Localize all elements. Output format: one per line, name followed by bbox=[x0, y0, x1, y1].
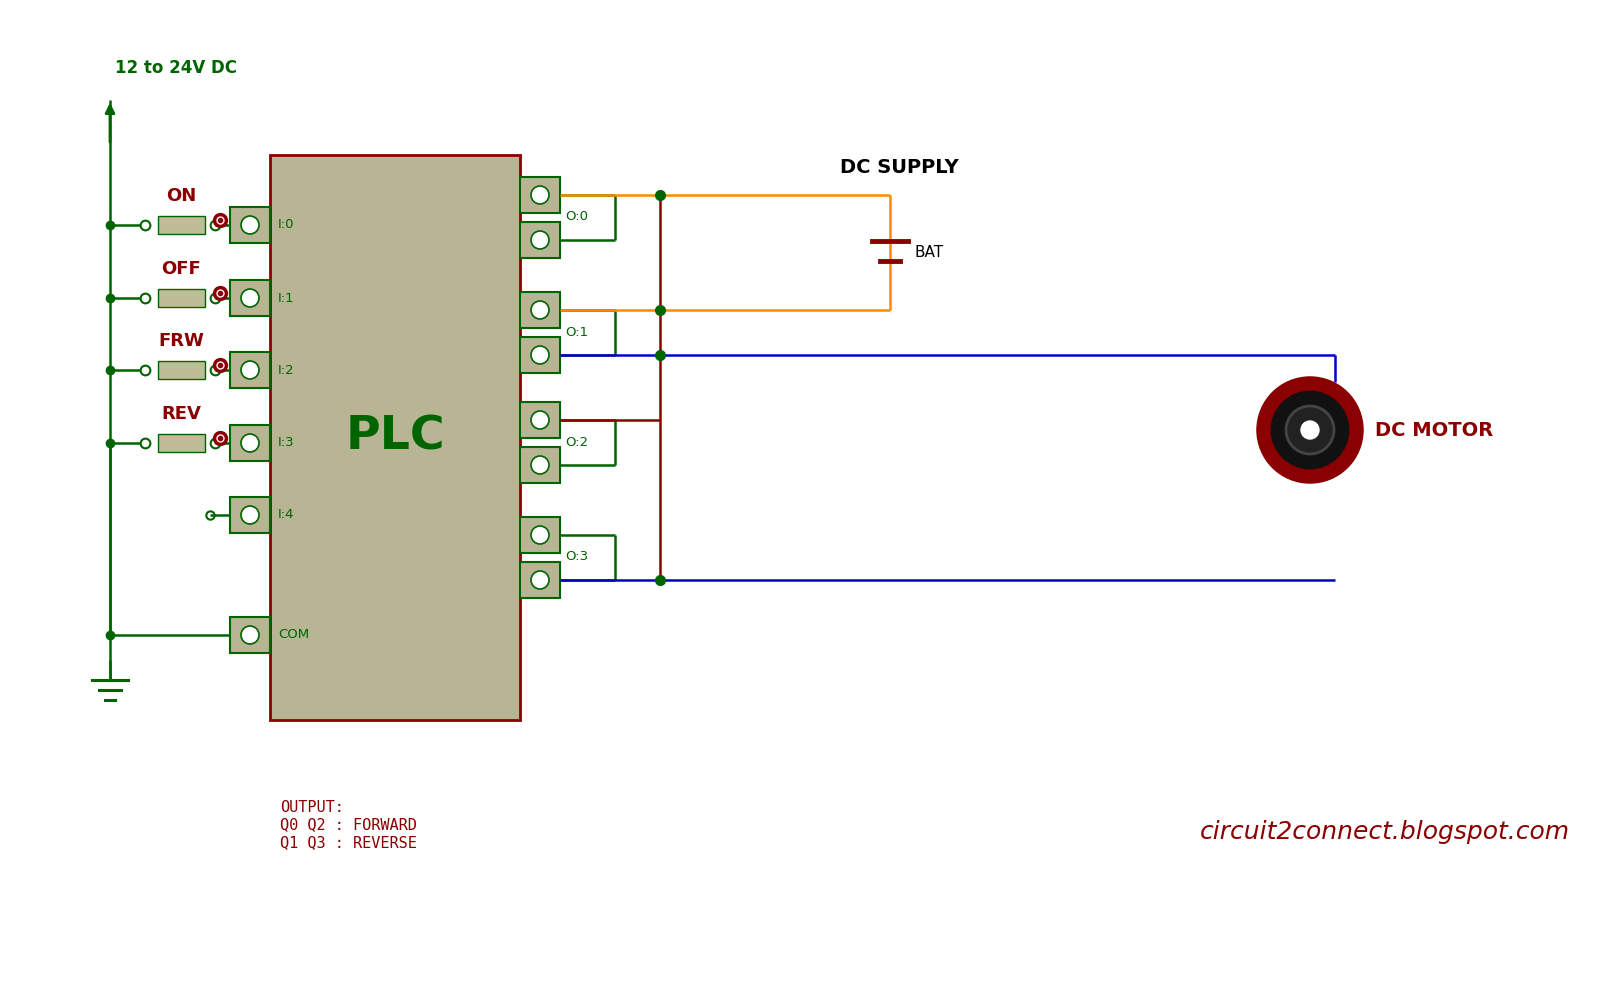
Circle shape bbox=[242, 626, 259, 644]
Bar bbox=[158, 361, 205, 379]
Text: FRW: FRW bbox=[158, 332, 203, 350]
Circle shape bbox=[531, 526, 549, 544]
Circle shape bbox=[1301, 421, 1318, 439]
Text: OFF: OFF bbox=[162, 260, 202, 278]
Bar bbox=[270, 155, 520, 720]
Text: I:3: I:3 bbox=[278, 436, 294, 449]
Bar bbox=[230, 617, 270, 653]
Text: I:1: I:1 bbox=[278, 291, 294, 304]
Text: DC MOTOR: DC MOTOR bbox=[1374, 420, 1493, 439]
Text: PLC: PLC bbox=[346, 415, 445, 460]
Text: circuit2connect.blogspot.com: circuit2connect.blogspot.com bbox=[1200, 820, 1570, 844]
Circle shape bbox=[242, 434, 259, 452]
Circle shape bbox=[1272, 392, 1347, 468]
Circle shape bbox=[531, 571, 549, 589]
Bar bbox=[158, 434, 205, 452]
Bar bbox=[520, 337, 560, 373]
Text: BAT: BAT bbox=[915, 245, 944, 260]
Circle shape bbox=[242, 361, 259, 379]
Circle shape bbox=[242, 216, 259, 234]
Text: I:2: I:2 bbox=[278, 364, 294, 377]
Text: O:2: O:2 bbox=[565, 435, 589, 448]
Circle shape bbox=[531, 186, 549, 204]
Text: O:0: O:0 bbox=[565, 211, 589, 224]
Bar bbox=[520, 562, 560, 598]
Bar bbox=[520, 447, 560, 483]
Bar bbox=[230, 425, 270, 461]
Bar bbox=[158, 216, 205, 234]
Text: I:4: I:4 bbox=[278, 509, 294, 522]
Text: ON: ON bbox=[166, 187, 197, 205]
Circle shape bbox=[531, 231, 549, 249]
Text: I:0: I:0 bbox=[278, 219, 294, 232]
Bar bbox=[230, 497, 270, 533]
Circle shape bbox=[531, 411, 549, 429]
Bar bbox=[158, 289, 205, 307]
Bar bbox=[230, 352, 270, 388]
Circle shape bbox=[531, 456, 549, 474]
Bar bbox=[520, 177, 560, 213]
Circle shape bbox=[1258, 378, 1362, 482]
Text: O:1: O:1 bbox=[565, 325, 589, 339]
Bar bbox=[230, 207, 270, 243]
Text: O:3: O:3 bbox=[565, 551, 589, 564]
Circle shape bbox=[531, 346, 549, 364]
Circle shape bbox=[242, 289, 259, 307]
Text: 12 to 24V DC: 12 to 24V DC bbox=[115, 59, 237, 77]
Bar bbox=[230, 280, 270, 316]
Text: COM: COM bbox=[278, 628, 309, 641]
Bar bbox=[520, 517, 560, 553]
Circle shape bbox=[242, 506, 259, 524]
Bar bbox=[520, 292, 560, 328]
Circle shape bbox=[531, 301, 549, 319]
Circle shape bbox=[1286, 406, 1334, 454]
Bar bbox=[520, 222, 560, 258]
Bar bbox=[520, 402, 560, 438]
Text: REV: REV bbox=[162, 405, 202, 423]
Text: DC SUPPLY: DC SUPPLY bbox=[840, 158, 958, 177]
Text: OUTPUT:
Q0 Q2 : FORWARD
Q1 Q3 : REVERSE: OUTPUT: Q0 Q2 : FORWARD Q1 Q3 : REVERSE bbox=[280, 800, 418, 850]
